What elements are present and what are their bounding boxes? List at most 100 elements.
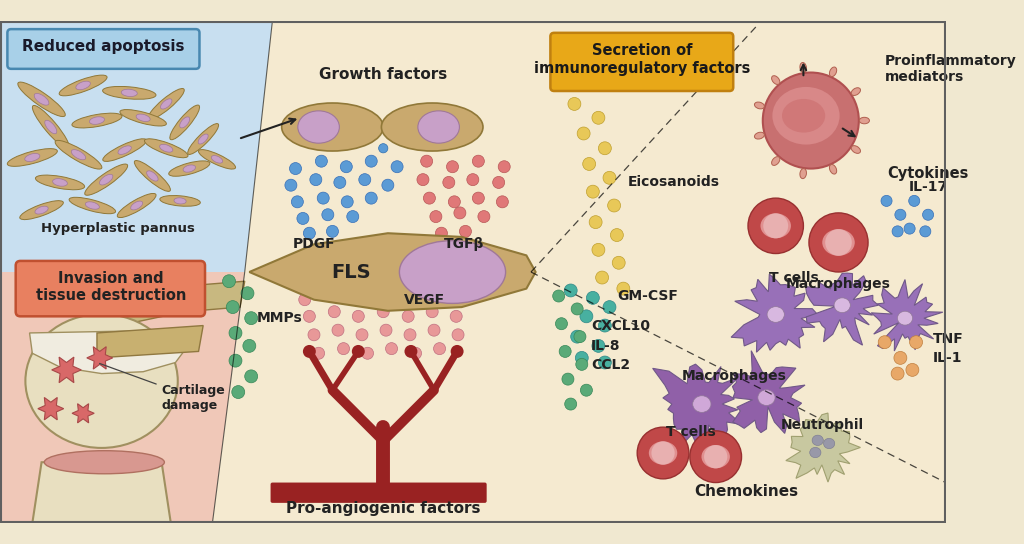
Circle shape <box>380 324 392 336</box>
Ellipse shape <box>69 197 116 214</box>
Circle shape <box>570 330 584 343</box>
Ellipse shape <box>823 438 835 449</box>
Circle shape <box>446 160 459 173</box>
Circle shape <box>349 294 361 306</box>
Circle shape <box>430 211 442 222</box>
Circle shape <box>472 192 484 204</box>
Ellipse shape <box>136 114 151 121</box>
Ellipse shape <box>755 132 764 139</box>
Circle shape <box>892 226 903 237</box>
Ellipse shape <box>102 86 156 99</box>
Polygon shape <box>732 351 805 434</box>
Circle shape <box>423 192 435 204</box>
Ellipse shape <box>161 99 172 109</box>
Text: Macrophages: Macrophages <box>682 369 786 384</box>
Circle shape <box>341 196 353 208</box>
Ellipse shape <box>19 201 63 220</box>
Polygon shape <box>0 21 272 523</box>
Circle shape <box>226 301 240 313</box>
Circle shape <box>391 160 403 173</box>
Circle shape <box>366 192 377 204</box>
Circle shape <box>894 351 907 364</box>
Text: Eicosanoids: Eicosanoids <box>628 175 720 189</box>
FancyBboxPatch shape <box>15 261 205 316</box>
Ellipse shape <box>183 165 196 172</box>
Ellipse shape <box>835 298 850 313</box>
Ellipse shape <box>99 174 113 185</box>
Text: T cells: T cells <box>666 425 716 439</box>
Circle shape <box>690 431 741 483</box>
Ellipse shape <box>25 153 40 162</box>
Circle shape <box>571 303 584 315</box>
Polygon shape <box>38 398 63 420</box>
Ellipse shape <box>298 111 339 143</box>
Circle shape <box>598 319 611 332</box>
Text: IL-17: IL-17 <box>908 180 947 194</box>
Circle shape <box>243 339 256 353</box>
Circle shape <box>332 324 344 336</box>
Ellipse shape <box>649 441 677 465</box>
Circle shape <box>909 336 923 349</box>
Circle shape <box>241 287 254 300</box>
Ellipse shape <box>85 202 99 209</box>
Circle shape <box>400 294 413 306</box>
Circle shape <box>449 196 461 208</box>
Circle shape <box>467 174 479 186</box>
Ellipse shape <box>160 195 201 206</box>
Text: TNF
IL-1: TNF IL-1 <box>933 332 964 366</box>
Circle shape <box>404 329 416 341</box>
Text: MMPs: MMPs <box>257 311 302 325</box>
Circle shape <box>578 127 590 140</box>
Circle shape <box>454 207 466 219</box>
Circle shape <box>497 196 508 208</box>
Circle shape <box>598 356 611 369</box>
Circle shape <box>562 373 573 385</box>
Circle shape <box>904 223 915 234</box>
Circle shape <box>472 155 484 167</box>
Ellipse shape <box>146 171 158 181</box>
Circle shape <box>478 211 489 222</box>
Circle shape <box>581 384 593 396</box>
Text: Proinflammatory
mediators: Proinflammatory mediators <box>885 54 1017 84</box>
Ellipse shape <box>782 99 825 133</box>
Ellipse shape <box>199 150 236 169</box>
Circle shape <box>607 199 621 212</box>
Circle shape <box>338 343 349 355</box>
Circle shape <box>312 347 325 359</box>
Ellipse shape <box>102 139 146 162</box>
Circle shape <box>825 229 852 256</box>
Ellipse shape <box>118 194 156 218</box>
Text: Hyperplastic pannus: Hyperplastic pannus <box>41 222 196 235</box>
Ellipse shape <box>7 149 57 166</box>
Circle shape <box>452 329 464 341</box>
Ellipse shape <box>85 164 128 195</box>
Text: Cytokines: Cytokines <box>888 166 969 181</box>
Circle shape <box>315 155 328 167</box>
Circle shape <box>229 326 242 339</box>
Ellipse shape <box>120 109 166 126</box>
Ellipse shape <box>52 178 68 186</box>
Circle shape <box>426 306 438 318</box>
Ellipse shape <box>72 150 86 160</box>
Circle shape <box>451 310 462 323</box>
Circle shape <box>451 345 464 358</box>
Ellipse shape <box>59 75 108 96</box>
Text: FLS: FLS <box>331 263 371 281</box>
Text: VEGF: VEGF <box>404 293 445 307</box>
Ellipse shape <box>851 146 860 153</box>
Text: Invasion and
tissue destruction: Invasion and tissue destruction <box>36 270 186 303</box>
Ellipse shape <box>418 111 460 143</box>
Ellipse shape <box>399 240 506 304</box>
Circle shape <box>402 310 414 323</box>
Circle shape <box>555 318 567 330</box>
Circle shape <box>352 310 365 323</box>
Ellipse shape <box>851 88 860 95</box>
Circle shape <box>895 209 906 220</box>
Ellipse shape <box>211 156 222 163</box>
Ellipse shape <box>17 82 66 116</box>
Circle shape <box>356 329 368 341</box>
Ellipse shape <box>72 113 122 128</box>
Polygon shape <box>731 274 817 352</box>
Circle shape <box>705 445 727 468</box>
Circle shape <box>763 72 859 169</box>
